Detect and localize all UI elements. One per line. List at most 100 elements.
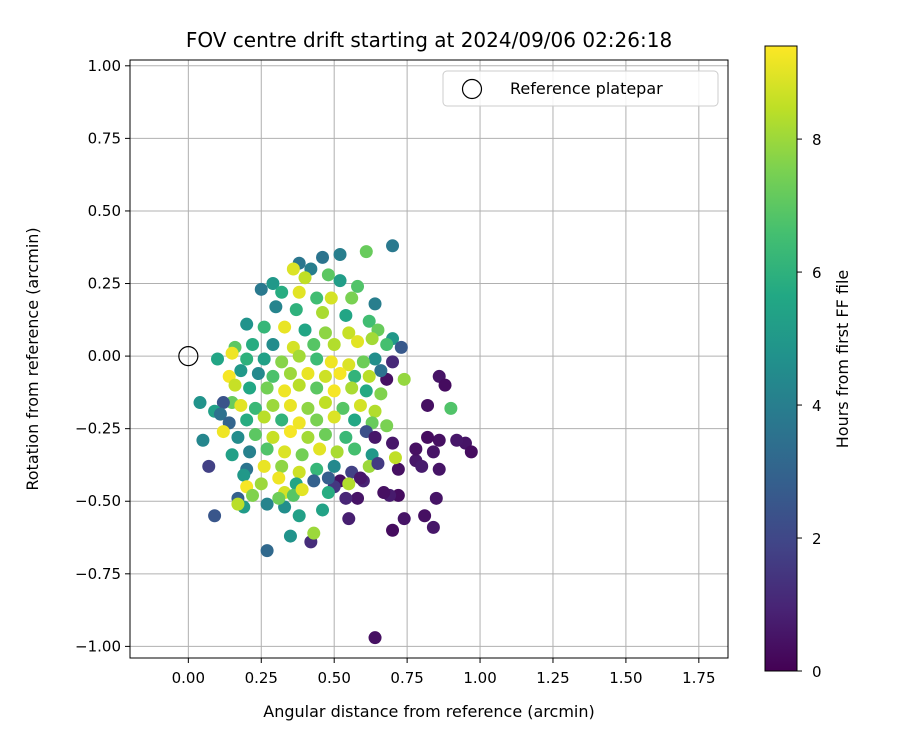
- data-point: [371, 457, 385, 471]
- data-point: [321, 471, 335, 485]
- data-point: [254, 282, 268, 296]
- y-tick-label: 0.25: [88, 275, 121, 293]
- y-tick-label: −0.25: [75, 420, 121, 438]
- x-tick-label: 0.00: [172, 669, 205, 687]
- data-point: [391, 462, 405, 476]
- data-point: [368, 631, 382, 645]
- data-point: [359, 245, 373, 259]
- data-point: [272, 471, 286, 485]
- data-point: [394, 340, 408, 354]
- plot-frame: [129, 59, 729, 659]
- data-point: [432, 462, 446, 476]
- data-point: [266, 398, 280, 412]
- data-point: [283, 529, 297, 543]
- y-tick-label: 0.50: [88, 202, 121, 220]
- data-point: [318, 427, 332, 441]
- data-point: [339, 308, 353, 322]
- data-point: [330, 445, 344, 459]
- colorbar-tick-label: 2: [812, 530, 822, 548]
- data-point: [266, 369, 280, 383]
- data-point: [211, 352, 225, 366]
- y-axis-label: Rotation from reference (arcmin): [23, 227, 42, 490]
- data-point: [421, 430, 435, 444]
- data-point: [397, 512, 411, 526]
- data-point: [348, 369, 362, 383]
- data-point: [278, 320, 292, 334]
- data-point: [289, 303, 303, 317]
- y-tick-label: −1.00: [75, 637, 121, 655]
- data-point: [362, 314, 376, 328]
- x-axis-label: Angular distance from reference (arcmin): [263, 702, 594, 721]
- data-point: [310, 291, 324, 305]
- colorbar-tick-label: 6: [812, 264, 822, 282]
- data-point: [415, 459, 429, 473]
- data-point: [275, 355, 289, 369]
- data-point: [251, 367, 265, 381]
- data-point: [260, 442, 274, 456]
- data-point: [216, 425, 230, 439]
- data-point: [429, 491, 443, 505]
- x-axis-ticks: 0.00 0.25 0.50 0.75 1.00 1.25 1.50 1.75: [172, 658, 716, 687]
- colorbar-tick-label: 8: [812, 131, 822, 149]
- data-point: [310, 413, 324, 427]
- data-point: [231, 430, 245, 444]
- data-point: [327, 410, 341, 424]
- data-points: [193, 239, 478, 645]
- data-point: [266, 337, 280, 351]
- data-point: [348, 413, 362, 427]
- data-point: [316, 503, 330, 517]
- data-point: [348, 442, 362, 456]
- data-point: [295, 483, 309, 497]
- data-point: [257, 352, 271, 366]
- data-point: [234, 364, 248, 378]
- data-point: [310, 381, 324, 395]
- reference-platepar-marker: [178, 345, 199, 367]
- data-point: [345, 381, 359, 395]
- data-point: [345, 291, 359, 305]
- data-point: [362, 369, 376, 383]
- legend: Reference platepar: [442, 70, 719, 107]
- data-point: [283, 425, 297, 439]
- data-point: [283, 367, 297, 381]
- data-point: [275, 459, 289, 473]
- data-point: [386, 239, 400, 253]
- data-point: [243, 381, 257, 395]
- data-point: [260, 544, 274, 558]
- data-point: [240, 413, 254, 427]
- data-point: [365, 332, 379, 346]
- data-point: [432, 433, 446, 447]
- data-point: [377, 486, 391, 500]
- data-point: [292, 378, 306, 392]
- grid: [130, 60, 728, 658]
- data-point: [225, 346, 239, 360]
- data-point: [380, 419, 394, 433]
- data-point: [246, 337, 260, 351]
- colorbar-ticks: 0 2 4 6 8: [797, 131, 822, 681]
- data-point: [421, 398, 435, 412]
- data-point: [356, 355, 370, 369]
- data-point: [278, 384, 292, 398]
- data-point: [426, 445, 440, 459]
- y-tick-label: 0.75: [88, 129, 121, 147]
- data-point: [292, 416, 306, 430]
- data-point: [243, 445, 257, 459]
- x-tick-label: 0.25: [245, 669, 278, 687]
- data-point: [313, 442, 327, 456]
- data-point: [342, 477, 356, 491]
- data-point: [342, 512, 356, 526]
- data-point: [339, 491, 353, 505]
- data-point: [298, 323, 312, 337]
- data-point: [278, 445, 292, 459]
- data-point: [324, 291, 338, 305]
- data-point: [266, 430, 280, 444]
- data-point: [374, 387, 388, 401]
- data-point: [301, 401, 315, 415]
- legend-reference-label: Reference platepar: [510, 79, 663, 98]
- data-point: [318, 396, 332, 410]
- data-point: [316, 306, 330, 320]
- data-point: [231, 497, 245, 511]
- data-point: [269, 300, 283, 314]
- data-point: [464, 445, 478, 459]
- chart-title: FOV centre drift starting at 2024/09/06 …: [186, 28, 672, 52]
- data-point: [234, 398, 248, 412]
